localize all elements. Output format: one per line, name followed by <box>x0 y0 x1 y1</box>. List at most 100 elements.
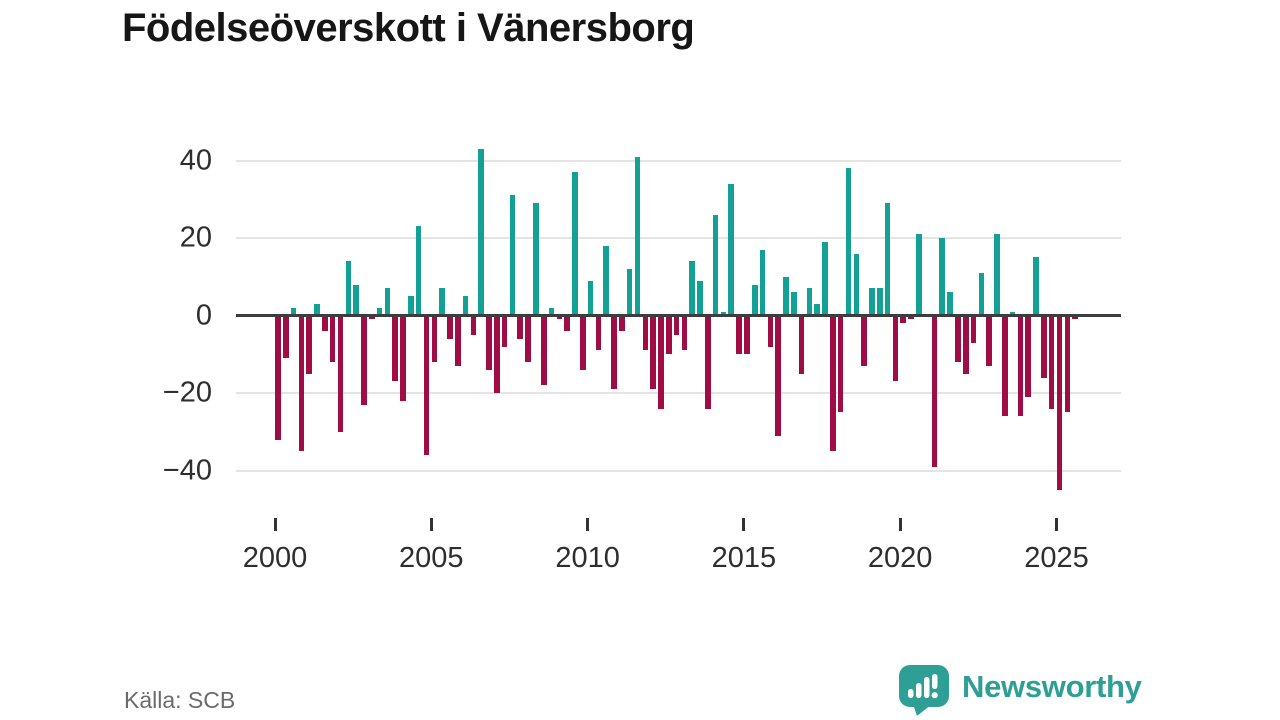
bar-negative <box>447 315 453 339</box>
bar-negative <box>431 315 438 362</box>
bar-negative <box>423 315 430 455</box>
x-axis-tick <box>586 518 590 531</box>
bar-negative <box>900 315 906 324</box>
bar-negative <box>986 315 992 366</box>
bar-positive <box>353 284 359 316</box>
bar-positive <box>587 280 594 316</box>
bar-negative <box>861 315 867 366</box>
bar-positive <box>853 253 860 316</box>
source-note: Källa: SCB <box>124 687 236 713</box>
newsworthy-logo: Newsworthy <box>898 664 1142 716</box>
bar-negative <box>1056 315 1063 490</box>
bar-positive <box>689 261 695 316</box>
y-axis-label: −20 <box>162 376 212 409</box>
bar-positive <box>728 183 735 316</box>
bar-positive <box>939 238 946 316</box>
zero-axis-line <box>236 314 1121 317</box>
gridline-40 <box>236 159 1121 162</box>
bar-positive <box>884 203 891 316</box>
bar-positive <box>548 307 555 316</box>
x-axis-tick <box>429 518 433 531</box>
bar-positive <box>869 288 875 316</box>
bar-negative <box>298 315 305 452</box>
bar-negative <box>1064 315 1071 413</box>
x-axis-tick <box>898 518 902 531</box>
bar-positive <box>314 303 320 316</box>
bar-positive <box>697 280 703 316</box>
gridline-20 <box>236 237 1121 239</box>
bar-negative <box>540 315 547 386</box>
bar-negative <box>619 315 625 331</box>
bar-negative <box>283 315 289 359</box>
bar-negative <box>1025 315 1032 397</box>
bar-positive <box>876 288 883 316</box>
bar-negative <box>517 315 524 339</box>
bar-negative <box>595 315 602 351</box>
bar-negative <box>368 315 375 320</box>
x-axis-label: 2015 <box>711 542 777 574</box>
bar-negative <box>650 315 656 390</box>
chart-title: Födelseöverskott i Vänersborg <box>122 6 695 50</box>
x-axis-label: 2000 <box>242 542 308 574</box>
bar-positive <box>626 269 633 316</box>
bar-negative <box>830 315 836 452</box>
bar-negative <box>322 315 328 331</box>
bar-negative <box>767 315 774 347</box>
bar-positive <box>603 245 610 316</box>
bar-negative <box>1048 315 1055 409</box>
bar-positive <box>720 311 727 316</box>
bar-negative <box>658 315 664 409</box>
y-axis-label: 0 <box>195 299 212 331</box>
bar-positive <box>845 168 852 316</box>
bar-negative <box>962 315 969 374</box>
bar-negative <box>892 315 899 382</box>
bar-negative <box>275 315 281 440</box>
bar-negative <box>494 315 500 393</box>
bar-negative <box>775 315 781 436</box>
bar-negative <box>908 315 914 320</box>
newsworthy-wordmark: Newsworthy <box>962 669 1142 704</box>
y-axis-label: −40 <box>162 454 212 486</box>
bar-negative <box>400 315 406 401</box>
x-axis-label: 2025 <box>1024 542 1089 574</box>
bar-positive <box>712 214 719 316</box>
bar-negative <box>1072 315 1078 320</box>
bar-positive <box>822 241 828 316</box>
bar-negative <box>970 315 977 343</box>
bar-negative <box>705 315 711 409</box>
bar-positive <box>634 156 641 316</box>
bar-positive <box>916 234 922 316</box>
x-axis-label: 2010 <box>555 542 620 574</box>
bar-negative <box>556 315 563 320</box>
bar-negative <box>337 315 344 432</box>
bar-positive <box>345 261 352 316</box>
bar-positive <box>1033 257 1039 316</box>
bar-positive <box>384 288 391 316</box>
bar-positive <box>751 284 758 316</box>
bar-negative <box>955 315 961 362</box>
bar-negative <box>1001 315 1008 417</box>
y-axis-label: 20 <box>179 221 212 254</box>
bar-positive <box>572 172 578 316</box>
bar-negative <box>798 315 805 374</box>
bar-positive <box>415 226 422 316</box>
bar-positive <box>814 303 821 316</box>
bar-negative <box>1041 315 1047 378</box>
bar-negative <box>681 315 688 351</box>
bar-negative <box>611 315 617 390</box>
x-axis-label: 2020 <box>867 542 933 574</box>
bar-negative <box>329 315 336 362</box>
bar-negative <box>642 315 649 351</box>
bar-positive <box>408 296 414 316</box>
bar-negative <box>454 315 461 366</box>
bar-negative <box>361 315 367 405</box>
bar-positive <box>290 307 297 316</box>
newsworthy-bubble-chart-icon <box>899 665 949 716</box>
x-axis-tick <box>273 518 277 531</box>
bar-positive <box>533 203 539 316</box>
bar-positive <box>509 195 516 316</box>
bar-negative <box>665 315 672 355</box>
gridline--20 <box>236 392 1121 394</box>
